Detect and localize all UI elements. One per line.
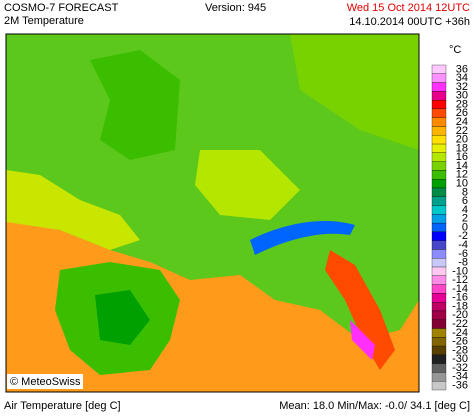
legend-label: 36: [456, 63, 468, 75]
legend-swatch: [431, 196, 447, 206]
atlantic: [6, 170, 140, 250]
footer-stats: Mean: 18.0 Min/Max: -0.0/ 34.1 [deg C]: [279, 400, 470, 412]
legend-unit: °C: [449, 44, 461, 56]
legend-swatch: [431, 126, 447, 136]
legend-swatch: [431, 187, 447, 197]
legend-swatch: [431, 337, 447, 347]
legend-label: -4: [458, 239, 468, 251]
legend-swatch: [431, 170, 447, 180]
legend-swatch: [431, 284, 447, 294]
map: © MeteoSwiss: [5, 33, 420, 393]
legend-label: -18: [452, 300, 468, 312]
title: COSMO-7 FORECAST: [4, 2, 119, 14]
legend-swatch: [431, 266, 447, 276]
legend-label: -32: [452, 362, 468, 374]
north-east: [290, 34, 419, 150]
footer-field: Air Temperature [deg C]: [4, 400, 121, 412]
legend-swatch: [431, 214, 447, 224]
legend-label: -30: [452, 353, 468, 365]
legend-swatch: [431, 161, 447, 171]
legend-swatch: [431, 222, 447, 233]
legend-swatch: [431, 275, 447, 285]
legend-swatch: [431, 293, 447, 303]
legend-swatch: [431, 73, 447, 83]
legend-label: 10: [456, 177, 468, 189]
version: Version: 945: [205, 2, 266, 14]
legend-swatch: [431, 152, 447, 162]
legend-swatch: [431, 319, 447, 329]
legend-label: 0: [462, 221, 468, 233]
legend-label: 2: [462, 213, 468, 225]
legend-label: 28: [456, 98, 468, 110]
legend-label: -10: [452, 265, 468, 277]
credit-box: [7, 374, 83, 389]
legend-swatch: [431, 82, 447, 92]
map-frame: [5, 33, 420, 393]
legend-label: -8: [458, 257, 468, 269]
legend-swatch: [431, 328, 447, 338]
alps: [250, 220, 355, 255]
legend-label: -34: [452, 371, 468, 383]
legend-label: 16: [456, 151, 468, 163]
legend-label: -24: [452, 327, 468, 339]
iberia-high: [95, 290, 150, 345]
run-time: 14.10.2014 00UTC +36h: [349, 16, 470, 28]
legend-swatch: [431, 91, 447, 101]
legend-swatch: [431, 99, 447, 110]
legend-label: 26: [456, 107, 468, 119]
legend-label: 32: [456, 81, 468, 93]
legend-swatch: [431, 108, 447, 118]
legend-swatch: [431, 258, 447, 268]
italy: [325, 250, 395, 370]
legend-label: 12: [456, 169, 468, 181]
legend-label: -26: [452, 336, 468, 348]
legend-label: 34: [456, 72, 468, 84]
legend-swatch: [431, 135, 447, 145]
legend-label: 18: [456, 142, 468, 154]
legend-label: -16: [452, 292, 468, 304]
legend-label: 20: [456, 134, 468, 146]
legend-swatch: [431, 117, 447, 127]
legend-label: -6: [458, 248, 468, 260]
subtitle: 2M Temperature: [4, 15, 84, 27]
italy-hot: [350, 320, 375, 360]
legend-swatch: [431, 249, 447, 259]
britain: [90, 50, 180, 160]
legend-label: -22: [452, 318, 468, 330]
legend-label: -28: [452, 344, 468, 356]
legend-swatch: [431, 345, 447, 356]
legend-swatch: [431, 205, 447, 215]
legend-label: -12: [452, 274, 468, 286]
legend-label: 4: [462, 204, 468, 216]
legend-label: -14: [452, 283, 468, 295]
legend-swatch: [431, 310, 447, 320]
legend-label: -2: [458, 230, 468, 242]
legend: 363432302826242220181614121086420-2-4-6-…: [431, 63, 468, 392]
legend-label: -20: [452, 309, 468, 321]
legend-label: 8: [462, 186, 468, 198]
legend-label: -36: [452, 380, 468, 392]
legend-label: 22: [456, 125, 468, 137]
legend-label: 30: [456, 90, 468, 102]
legend-swatch: [431, 363, 447, 373]
legend-label: 6: [462, 195, 468, 207]
legend-swatch: [431, 179, 447, 189]
credit: © MeteoSwiss: [10, 376, 81, 388]
legend-swatch: [431, 372, 447, 382]
legend-label: 14: [456, 160, 468, 172]
legend-swatch: [431, 302, 447, 312]
legend-swatch: [431, 240, 447, 250]
france: [195, 150, 300, 220]
legend-label: 24: [456, 116, 468, 128]
legend-swatch: [431, 381, 447, 391]
legend-swatch: [431, 354, 447, 364]
legend-swatch: [431, 143, 447, 153]
valid-time: Wed 15 Oct 2014 12UTC: [347, 2, 470, 14]
legend-swatch: [431, 231, 447, 241]
legend-swatch: [431, 64, 447, 74]
